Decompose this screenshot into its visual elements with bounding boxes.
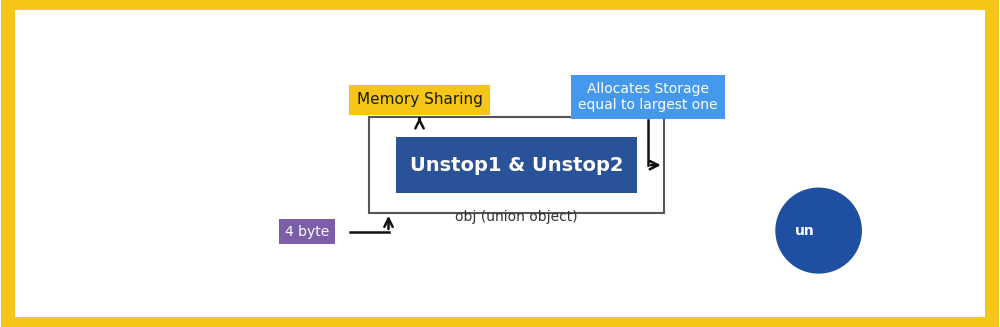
Text: obj (union object): obj (union object) (455, 210, 578, 224)
Text: stop: stop (822, 224, 857, 238)
Text: Memory Sharing: Memory Sharing (357, 92, 482, 107)
Text: Unstop1 & Unstop2: Unstop1 & Unstop2 (410, 156, 623, 175)
FancyBboxPatch shape (396, 137, 637, 193)
Text: un: un (795, 224, 815, 238)
Text: Allocates Storage
equal to largest one: Allocates Storage equal to largest one (578, 82, 718, 112)
Ellipse shape (776, 188, 861, 273)
Text: 4 byte: 4 byte (285, 225, 329, 239)
